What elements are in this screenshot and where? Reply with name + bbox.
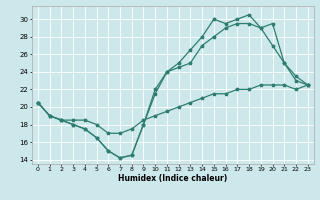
X-axis label: Humidex (Indice chaleur): Humidex (Indice chaleur) bbox=[118, 174, 228, 183]
